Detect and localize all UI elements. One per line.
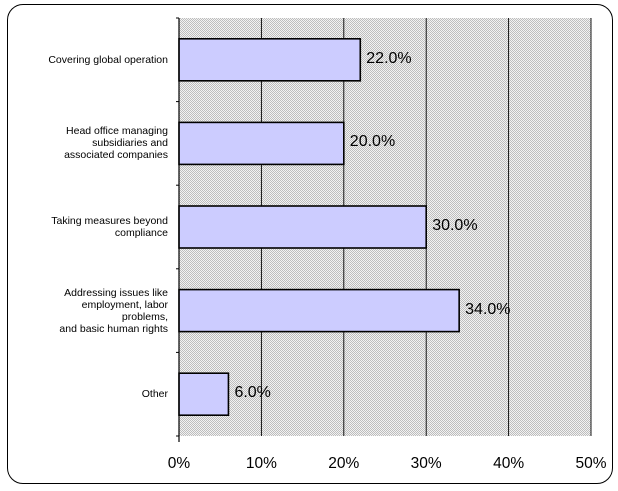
x-tick-label: 50% — [575, 455, 607, 472]
x-tick-label: 10% — [245, 455, 277, 472]
bar — [178, 288, 460, 333]
x-tick-label: 30% — [410, 455, 442, 472]
x-tick-label: 20% — [328, 455, 360, 472]
category-label: Head office managing subsidiaries and as… — [64, 125, 168, 162]
bar-value-label: 22.0% — [366, 49, 412, 67]
axis — [176, 17, 180, 442]
x-tick-label: 40% — [493, 455, 525, 472]
category-label: Taking measures beyond compliance — [51, 215, 168, 239]
bar-value-label: 20.0% — [349, 133, 396, 151]
x-tick-label: 0% — [167, 455, 191, 472]
bar-value-label: 30.0% — [432, 217, 478, 234]
category-label: Covering global operation — [48, 53, 168, 66]
bar-value-label: 6.0% — [234, 384, 271, 402]
chart-frame — [7, 4, 613, 484]
category-label: Addressing issues like employment, labor… — [59, 286, 168, 335]
category-label: Other — [141, 388, 168, 401]
bar — [178, 372, 230, 417]
bar-value-label: 34.0% — [465, 300, 511, 318]
bar — [178, 37, 362, 82]
bar — [178, 121, 345, 166]
bar — [178, 205, 427, 249]
